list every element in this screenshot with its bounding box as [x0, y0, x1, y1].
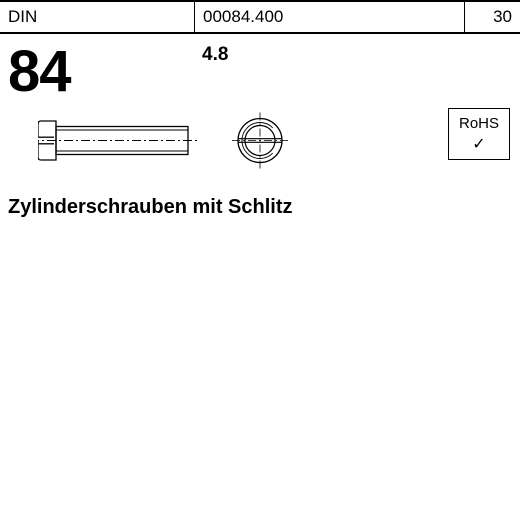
- screw-svg: [38, 110, 328, 174]
- rohs-label: RoHS: [459, 115, 499, 132]
- header-code: 00084.400: [195, 2, 465, 32]
- rohs-check-icon: ✓: [472, 134, 485, 154]
- screw-drawing: [38, 110, 328, 179]
- standard-number: 84: [8, 38, 71, 105]
- header-standard: DIN: [0, 2, 195, 32]
- screw-side-view: [38, 121, 200, 160]
- product-title: Zylinderschrauben mit Schlitz: [8, 196, 293, 219]
- header-qty: 30: [465, 2, 520, 32]
- strength-class: 4.8: [202, 44, 228, 66]
- screw-front-view: [232, 113, 288, 169]
- rohs-badge: RoHS ✓: [448, 108, 510, 160]
- header-table: DIN 00084.400 30: [0, 0, 520, 34]
